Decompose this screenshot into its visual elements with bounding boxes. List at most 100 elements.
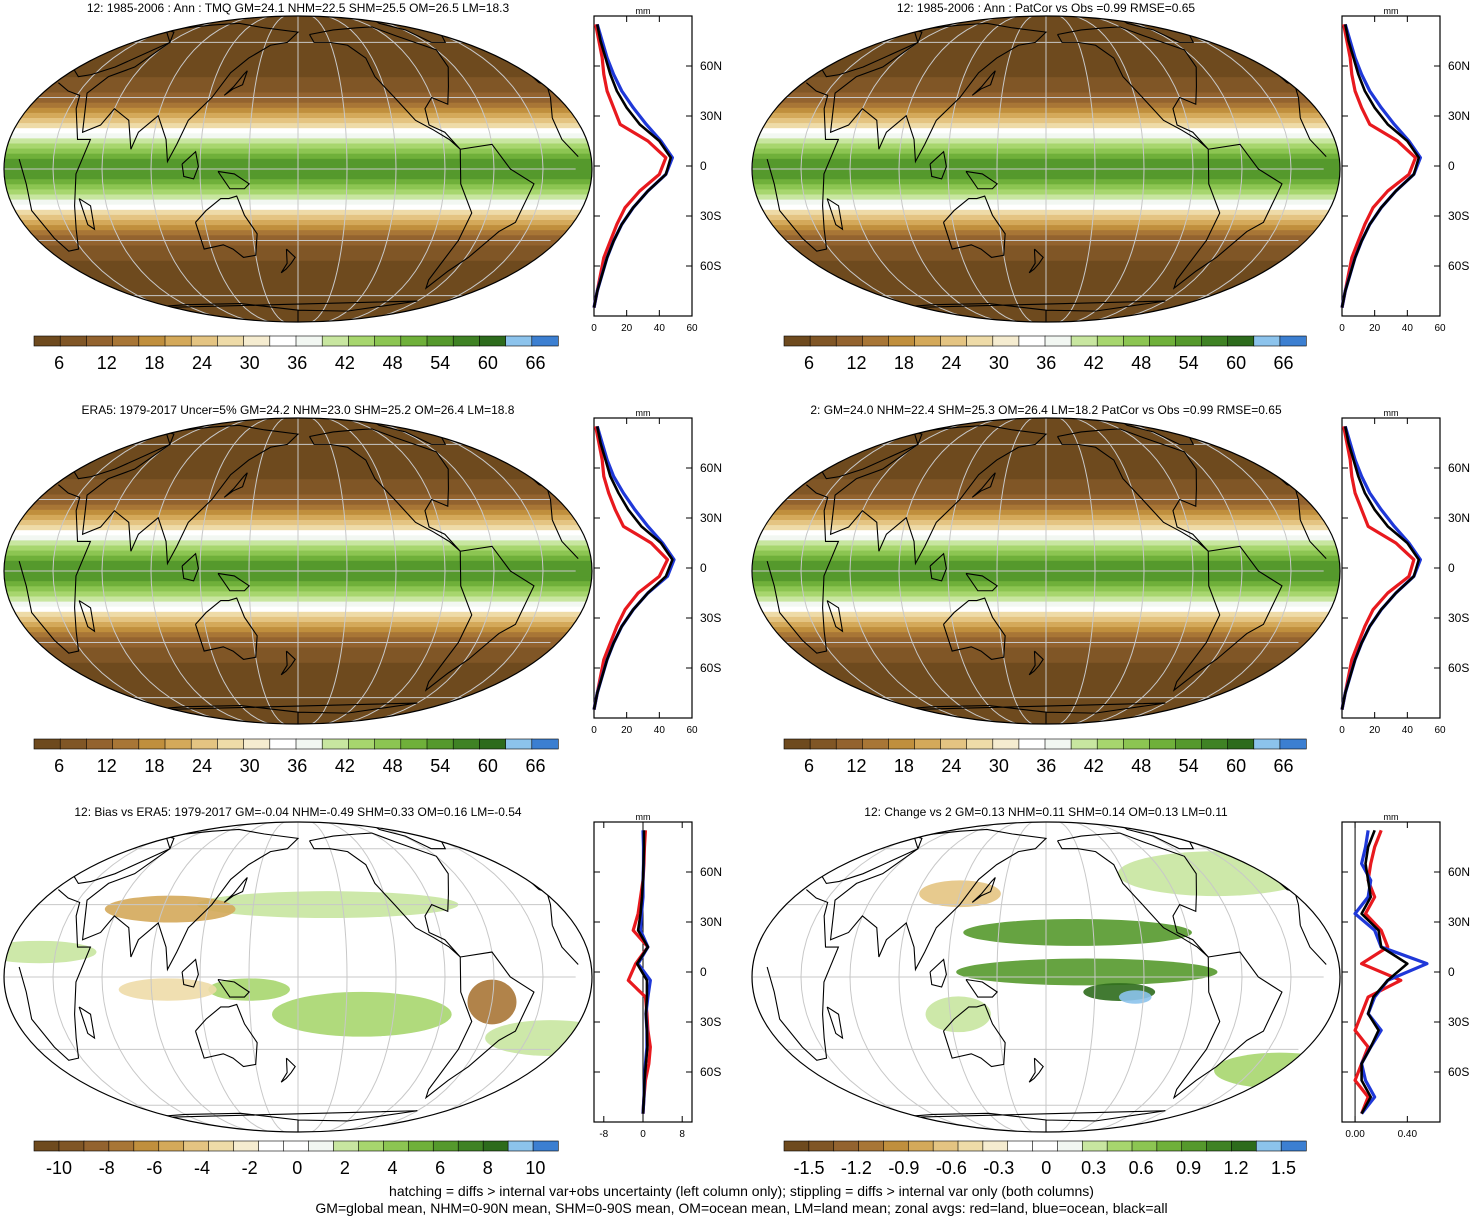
zonal-panel-6: 0.00 0.40 60N 30N 0 30S 60S mm xyxy=(1341,812,1470,1140)
zonal-xtick-label: 0 xyxy=(591,323,597,334)
colorbar-swatch xyxy=(1201,335,1229,347)
colorbar-tick-label: 10 xyxy=(525,1158,545,1178)
colorbar-tick-label: 6 xyxy=(54,353,64,373)
coastline-new-zealand xyxy=(280,248,296,274)
coastline-new-guinea xyxy=(217,978,251,998)
colorbar-swatch xyxy=(86,335,114,347)
zonal-ytick-label: 60S xyxy=(1448,1065,1469,1079)
coastline-uk xyxy=(79,859,85,864)
coastline-australia xyxy=(194,597,258,660)
coastline-madagascar xyxy=(78,600,96,633)
coastline-borneo xyxy=(181,958,199,988)
colorbar-swatch xyxy=(321,335,350,347)
colorbar-tick-label: 12 xyxy=(97,353,117,373)
colorbar-swatch xyxy=(992,335,1020,347)
colorbar-tick-label: 54 xyxy=(1179,756,1199,776)
coastline-madagascar xyxy=(78,1006,96,1040)
coastline-africa xyxy=(766,484,840,654)
colorbar-swatch xyxy=(269,738,297,750)
colorbar-swatch xyxy=(1227,738,1255,750)
map-border xyxy=(751,821,1341,1133)
colorbar-tick-label: 12 xyxy=(97,756,117,776)
colorbar-tick-label: -0.3 xyxy=(983,1158,1014,1178)
coastline-south-america xyxy=(424,143,535,290)
map-panel-5 xyxy=(3,821,593,1133)
colorbar-swatch xyxy=(907,1140,934,1152)
map-border xyxy=(751,15,1341,323)
zonal-xtick-label: 60 xyxy=(686,725,698,736)
colorbar-6: -1.5 -1.2 -0.9 -0.6 -0.3 0 0.3 0.6 0.9 1.2 1.5 xyxy=(783,1140,1307,1178)
zonal-all-line xyxy=(592,426,674,710)
coastline-asia xyxy=(829,424,1048,566)
coastline-uk xyxy=(79,454,85,459)
colorbar-swatch xyxy=(809,335,837,347)
zonal-xtick-label: 60 xyxy=(686,323,698,334)
colorbar-swatch xyxy=(1096,738,1124,750)
colorbar-tick-label: 0 xyxy=(1041,1158,1051,1178)
caption-line-1: hatching = diffs > internal var+obs unce… xyxy=(389,1183,1094,1199)
zonal-xtick-label: 40 xyxy=(654,725,666,736)
colorbar-swatch xyxy=(1149,738,1177,750)
colorbar-tick-label: 60 xyxy=(478,756,498,776)
colorbar-tick-label: 12 xyxy=(846,353,866,373)
coastline-madagascar xyxy=(826,198,844,231)
zonal-ytick-label: 30S xyxy=(700,611,721,625)
coastline-australia xyxy=(194,195,258,258)
zonal-ytick-label: 60S xyxy=(700,661,721,675)
colorbar-swatch xyxy=(505,738,533,750)
zonal-xtick-label: 20 xyxy=(621,323,633,334)
colorbar-tick-label: 4 xyxy=(388,1158,398,1178)
colorbar-swatch xyxy=(1175,738,1203,750)
map-field xyxy=(4,418,592,724)
panel-title-1: 12: 1985-2006 : Ann : TMQ GM=24.1 NHM=22… xyxy=(87,1,510,15)
zonal-ytick-label: 30S xyxy=(700,209,721,223)
zonal-xtick-label: 40 xyxy=(1402,725,1414,736)
colorbar-swatch xyxy=(940,738,968,750)
map-panel-3 xyxy=(3,417,593,725)
colorbar-swatch xyxy=(1279,738,1307,750)
coastline-south-america xyxy=(424,951,535,1100)
colorbar-swatch xyxy=(835,335,863,347)
colorbar-swatch xyxy=(426,335,454,347)
zonal-ytick-label: 0 xyxy=(700,561,707,575)
colorbar-tick-label: -0.9 xyxy=(888,1158,919,1178)
colorbar-tick-label: 8 xyxy=(483,1158,493,1178)
colorbar-swatch xyxy=(452,738,481,750)
zonal-all-line xyxy=(1360,829,1409,1115)
colorbar-swatch xyxy=(164,738,192,750)
colorbar-tick-label: 66 xyxy=(1274,756,1294,776)
colorbar-swatch xyxy=(138,335,166,347)
colorbar-tick-label: 42 xyxy=(1084,756,1104,776)
colorbar-swatch xyxy=(217,335,245,347)
coastline-australia xyxy=(942,597,1006,660)
colorbar-swatch xyxy=(482,1140,509,1152)
colorbar-swatch xyxy=(58,1140,85,1152)
zonal-xtick-label: 0 xyxy=(640,1129,646,1140)
coastline-madagascar xyxy=(826,1006,844,1040)
map-border xyxy=(3,417,593,725)
zonal-ytick-label: 30N xyxy=(1448,915,1470,929)
colorbar-swatch xyxy=(992,738,1020,750)
map-field xyxy=(752,822,1340,1132)
coastline-africa xyxy=(18,484,92,654)
colorbar-tick-label: 24 xyxy=(941,353,961,373)
colorbar-swatch xyxy=(208,1140,235,1152)
colorbar-tick-label: 60 xyxy=(1226,353,1246,373)
zonal-ytick-label: 60S xyxy=(1448,259,1469,273)
zonal-ytick-label: 30N xyxy=(1448,511,1470,525)
colorbar-swatch xyxy=(783,738,811,750)
colorbar-swatch xyxy=(138,738,166,750)
zonal-xtick-label: 0.40 xyxy=(1398,1129,1418,1140)
zonal-panel-3: 0 20 40 60 60N 30N 0 30S 60S mm xyxy=(591,408,722,736)
zonal-all-line xyxy=(592,24,673,308)
colorbar-swatch xyxy=(112,738,140,750)
colorbar-swatch xyxy=(1123,335,1151,347)
map-border xyxy=(751,417,1341,725)
colorbar-tick-label: 54 xyxy=(430,353,450,373)
zonal-xtick-label: 40 xyxy=(654,323,666,334)
colorbar-swatch xyxy=(1018,738,1046,750)
colorbar-swatch xyxy=(233,1140,260,1152)
colorbar-swatch xyxy=(507,1140,534,1152)
coastline-new-zealand xyxy=(1028,1057,1044,1083)
colorbar-5: -10 -8 -6 -4 -2 0 2 4 6 8 10 xyxy=(33,1140,559,1178)
